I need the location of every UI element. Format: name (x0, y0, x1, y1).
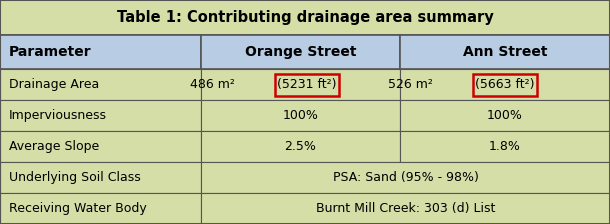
Bar (400, 131, 610, 162)
Bar (0, 162, 201, 193)
Text: Burnt Mill Creek: 303 (d) List: Burnt Mill Creek: 303 (d) List (316, 202, 495, 215)
Bar (0, 100, 201, 131)
Text: Receiving Water Body: Receiving Water Body (9, 202, 147, 215)
Text: Orange Street: Orange Street (245, 45, 356, 59)
Bar (0, 193, 201, 224)
Text: Table 1: Contributing drainage area summary: Table 1: Contributing drainage area summ… (117, 10, 493, 25)
Text: 100%: 100% (282, 109, 318, 122)
Bar (201, 100, 400, 131)
Bar (0, 69, 201, 100)
Text: 2.5%: 2.5% (284, 140, 317, 153)
Bar (400, 69, 610, 100)
Text: (5231 ft²): (5231 ft²) (277, 78, 336, 91)
Bar (400, 35, 610, 69)
Text: 1.8%: 1.8% (489, 140, 521, 153)
Bar (0, 35, 201, 69)
Text: Imperviousness: Imperviousness (9, 109, 107, 122)
Bar (274, 74, 339, 96)
Bar (201, 131, 400, 162)
Bar (400, 100, 610, 131)
Bar (473, 74, 537, 96)
Bar (201, 162, 610, 193)
Bar (201, 35, 400, 69)
Text: Drainage Area: Drainage Area (9, 78, 99, 91)
Text: 100%: 100% (487, 109, 523, 122)
Bar (201, 69, 400, 100)
Text: PSA: Sand (95% - 98%): PSA: Sand (95% - 98%) (332, 171, 479, 184)
Text: Underlying Soil Class: Underlying Soil Class (9, 171, 141, 184)
Text: Ann Street: Ann Street (462, 45, 547, 59)
Bar (201, 193, 610, 224)
Text: 486 m²: 486 m² (190, 78, 235, 91)
Text: (5663 ft²): (5663 ft²) (475, 78, 534, 91)
Text: Average Slope: Average Slope (9, 140, 99, 153)
Text: 526 m²: 526 m² (388, 78, 433, 91)
Text: Parameter: Parameter (9, 45, 92, 59)
Bar (0, 131, 201, 162)
Bar (0, 0, 610, 35)
